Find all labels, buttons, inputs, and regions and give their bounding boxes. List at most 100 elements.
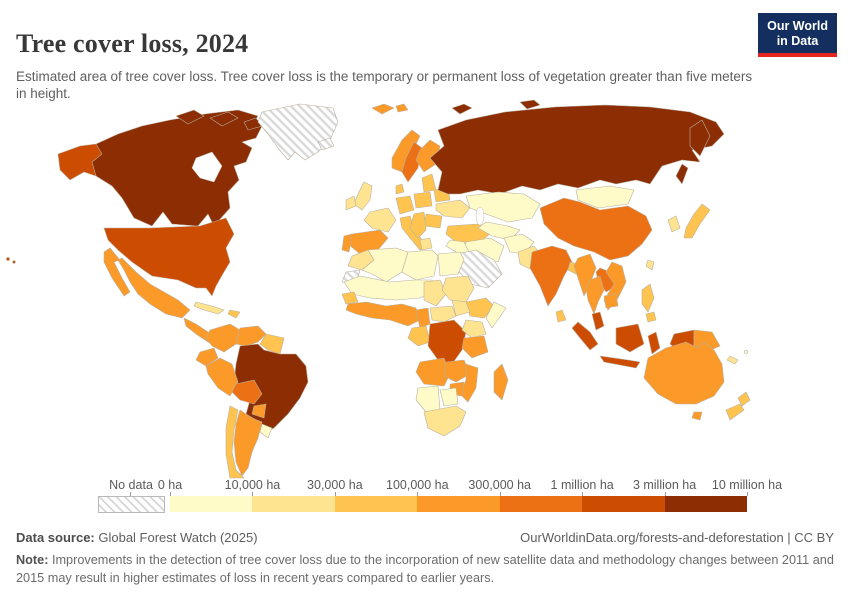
country-tasmania[interactable] bbox=[691, 411, 703, 421]
country-russia[interactable] bbox=[675, 163, 689, 185]
country-australia[interactable] bbox=[643, 341, 725, 405]
country-venezuela[interactable] bbox=[235, 325, 267, 347]
country-thailand[interactable] bbox=[585, 275, 605, 315]
legend-bin-swatch[interactable] bbox=[582, 496, 665, 512]
legend-bin-swatch[interactable] bbox=[334, 496, 418, 512]
country-guianas[interactable] bbox=[259, 333, 285, 355]
country-kazakhstan[interactable] bbox=[465, 191, 541, 223]
country-argentina[interactable] bbox=[233, 409, 263, 477]
country-ireland[interactable] bbox=[345, 195, 357, 211]
legend-bin-swatch[interactable] bbox=[170, 496, 253, 512]
data-source-text: Global Forest Watch (2025) bbox=[94, 530, 258, 545]
country-russia[interactable] bbox=[519, 99, 541, 110]
country-ukraine[interactable] bbox=[435, 199, 471, 219]
country-angola[interactable] bbox=[415, 357, 451, 387]
country-new-zealand[interactable] bbox=[737, 391, 751, 407]
country-india[interactable] bbox=[529, 245, 573, 307]
country-cambodia[interactable] bbox=[603, 293, 619, 309]
legend-tick bbox=[130, 492, 131, 496]
country-usa-hawaii[interactable] bbox=[12, 260, 16, 264]
country-ecuador[interactable] bbox=[195, 347, 219, 367]
country-sri-lanka[interactable] bbox=[555, 309, 567, 323]
country-paraguay[interactable] bbox=[251, 403, 267, 419]
country-iceland[interactable] bbox=[317, 137, 335, 151]
country-hispaniola[interactable] bbox=[227, 309, 241, 319]
country-new-zealand[interactable] bbox=[725, 403, 745, 421]
country-canada[interactable] bbox=[83, 109, 263, 227]
country-japan[interactable] bbox=[683, 203, 711, 239]
country-central-african-republic[interactable] bbox=[429, 305, 457, 323]
country-taiwan[interactable] bbox=[645, 259, 655, 271]
country-balkans[interactable] bbox=[409, 211, 427, 239]
country-portugal[interactable] bbox=[341, 233, 353, 253]
country-uk[interactable] bbox=[353, 181, 373, 211]
country-svalbard[interactable] bbox=[371, 103, 395, 115]
country-indonesia-sumatra[interactable] bbox=[571, 321, 599, 351]
country-mexico[interactable] bbox=[103, 247, 131, 297]
country-madagascar[interactable] bbox=[493, 363, 509, 401]
country-west-africa[interactable] bbox=[345, 301, 421, 327]
country-namibia[interactable] bbox=[415, 385, 441, 413]
country-drc[interactable] bbox=[427, 319, 467, 365]
country-cameroon[interactable] bbox=[415, 307, 431, 329]
country-usa-alaska[interactable] bbox=[57, 143, 103, 181]
country-uruguay[interactable] bbox=[259, 423, 273, 439]
country-senegal[interactable] bbox=[341, 291, 359, 305]
country-fiji[interactable] bbox=[744, 350, 748, 354]
hudson-bay bbox=[191, 151, 223, 183]
legend-bin-swatch[interactable] bbox=[417, 496, 500, 512]
country-congo-gabon[interactable] bbox=[407, 325, 431, 347]
country-south-sudan[interactable] bbox=[451, 299, 471, 317]
country-malaysia[interactable] bbox=[591, 311, 605, 331]
country-poland[interactable] bbox=[413, 191, 433, 209]
country-canada[interactable] bbox=[209, 111, 239, 127]
country-usa-hawaii[interactable] bbox=[6, 257, 10, 261]
country-kenya-uganda[interactable] bbox=[461, 319, 487, 339]
country-libya[interactable] bbox=[401, 249, 439, 281]
country-chad[interactable] bbox=[423, 279, 447, 307]
country-mongolia[interactable] bbox=[575, 185, 635, 209]
country-russia[interactable] bbox=[429, 104, 725, 195]
country-france[interactable] bbox=[363, 207, 397, 233]
country-sudan[interactable] bbox=[441, 275, 475, 303]
legend-bin-swatch[interactable] bbox=[499, 496, 583, 512]
country-sweden[interactable] bbox=[401, 141, 423, 183]
country-south-africa[interactable] bbox=[423, 405, 467, 437]
country-somalia[interactable] bbox=[485, 301, 507, 329]
country-romania[interactable] bbox=[423, 213, 443, 229]
country-baltics[interactable] bbox=[421, 173, 437, 193]
country-canada[interactable] bbox=[175, 109, 205, 125]
country-zambia[interactable] bbox=[443, 359, 471, 383]
country-germany[interactable] bbox=[395, 195, 415, 215]
country-mexico[interactable] bbox=[117, 257, 191, 319]
country-borneo[interactable] bbox=[615, 323, 645, 353]
country-colombia[interactable] bbox=[205, 323, 241, 353]
country-china[interactable] bbox=[539, 197, 653, 261]
owid-citation-link[interactable]: OurWorldinData.org/forests-and-deforesta… bbox=[520, 530, 834, 545]
country-botswana[interactable] bbox=[439, 387, 459, 407]
country-south-korea[interactable] bbox=[667, 215, 681, 233]
country-egypt[interactable] bbox=[437, 251, 465, 277]
legend-tick bbox=[582, 492, 584, 496]
country-indonesia-java[interactable] bbox=[599, 355, 641, 369]
country-greece[interactable] bbox=[419, 237, 433, 251]
legend-bin-swatch[interactable] bbox=[664, 496, 747, 512]
country-usa[interactable] bbox=[103, 217, 235, 297]
legend-no-data-swatch[interactable] bbox=[98, 496, 165, 513]
country-indonesia-sulawesi[interactable] bbox=[647, 331, 661, 355]
country-greenland[interactable] bbox=[257, 103, 339, 161]
country-svalbard[interactable] bbox=[395, 103, 409, 113]
country-new-caledonia[interactable] bbox=[726, 355, 739, 365]
country-russia[interactable] bbox=[451, 103, 473, 115]
country-denmark[interactable] bbox=[395, 183, 405, 195]
country-philippines[interactable] bbox=[641, 283, 655, 313]
country-tanzania[interactable] bbox=[461, 335, 489, 359]
legend-bin-swatch[interactable] bbox=[252, 496, 335, 512]
country-cuba[interactable] bbox=[193, 301, 225, 315]
country-russia[interactable] bbox=[689, 119, 711, 157]
country-chile[interactable] bbox=[225, 405, 245, 479]
owid-logo[interactable]: Our World in Data bbox=[758, 13, 837, 57]
country-mozambique[interactable] bbox=[459, 363, 479, 403]
country-bolivia[interactable] bbox=[231, 379, 263, 405]
country-philippines[interactable] bbox=[645, 311, 657, 323]
